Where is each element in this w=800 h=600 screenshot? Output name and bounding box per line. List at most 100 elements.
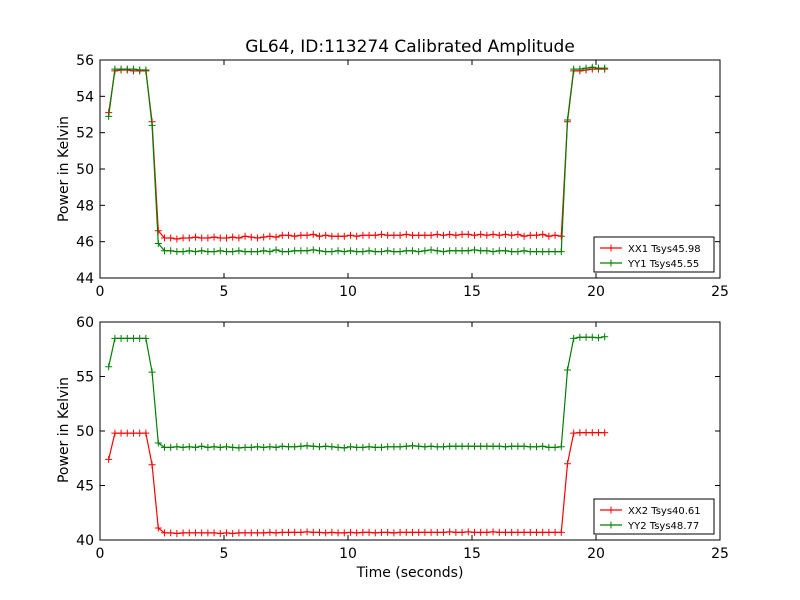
- bottom-data-point: [408, 442, 416, 450]
- top-series-2: [105, 63, 609, 256]
- top-data-point: [421, 247, 429, 255]
- top-data-point: [483, 247, 491, 255]
- bottom-data-point: [408, 528, 416, 536]
- bottom-data-point: [582, 429, 590, 437]
- bottom-data-point: [173, 443, 181, 451]
- bottom-data-point: [601, 429, 609, 437]
- bottom-data-point: [495, 442, 503, 450]
- top-data-point: [198, 234, 206, 242]
- bottom-data-point: [105, 455, 113, 463]
- bottom-data-point: [520, 528, 528, 536]
- bottom-x-tick-label: 10: [339, 546, 357, 562]
- bottom-legend-label: XX2 Tsys40.61: [628, 506, 701, 517]
- top-data-point: [129, 65, 137, 73]
- top-data-point: [222, 248, 230, 256]
- bottom-data-point: [198, 529, 206, 537]
- bottom-data-point: [601, 333, 609, 341]
- top-data-point: [266, 248, 274, 256]
- bottom-data-point: [142, 334, 150, 342]
- top-data-point: [582, 64, 590, 72]
- top-data-point: [545, 232, 553, 240]
- top-data-point: [297, 247, 305, 255]
- bottom-data-point: [439, 528, 447, 536]
- top-data-point: [421, 231, 429, 239]
- top-data-point: [464, 230, 472, 238]
- bottom-data-point: [346, 528, 354, 536]
- top-data-point: [470, 246, 478, 254]
- top-data-point: [526, 248, 534, 256]
- top-data-point: [278, 231, 286, 239]
- bottom-legend-marker: [607, 506, 615, 514]
- top-data-point: [508, 231, 516, 239]
- top-data-point: [105, 112, 113, 120]
- bottom-data-point: [160, 529, 168, 537]
- bottom-data-point: [278, 442, 286, 450]
- top-data-point: [241, 248, 249, 256]
- bottom-data-point: [421, 528, 429, 536]
- bottom-data-point: [340, 529, 348, 537]
- bottom-data-point: [501, 528, 509, 536]
- top-data-point: [148, 121, 156, 129]
- top-data-point: [123, 65, 131, 73]
- bottom-data-point: [142, 429, 150, 437]
- top-data-point: [167, 234, 175, 242]
- top-data-point: [160, 234, 168, 242]
- bottom-data-point: [111, 429, 119, 437]
- top-y-tick-label: 56: [76, 53, 94, 69]
- top-data-point: [247, 233, 255, 241]
- bottom-data-point: [359, 528, 367, 536]
- bottom-data-point: [452, 528, 460, 536]
- bottom-data-point: [123, 429, 131, 437]
- top-data-point: [291, 247, 299, 255]
- top-data-point: [229, 233, 237, 241]
- top-data-point: [557, 248, 565, 256]
- bottom-data-point: [167, 529, 175, 537]
- top-data-point: [489, 230, 497, 238]
- bottom-data-point: [216, 529, 224, 537]
- bottom-data-point: [340, 444, 348, 452]
- bottom-data-point: [229, 529, 237, 537]
- top-data-point: [334, 232, 342, 240]
- bottom-x-tick-label: 20: [587, 546, 605, 562]
- top-data-point: [136, 66, 144, 74]
- top-data-point: [477, 247, 485, 255]
- bottom-data-point: [557, 443, 565, 451]
- bottom-data-point: [551, 443, 559, 451]
- bottom-data-point: [191, 443, 199, 451]
- top-data-point: [191, 248, 199, 256]
- top-data-point: [384, 247, 392, 255]
- bottom-data-point: [433, 528, 441, 536]
- bottom-data-point: [160, 443, 168, 451]
- top-data-point: [532, 231, 540, 239]
- bottom-data-point: [489, 442, 497, 450]
- bottom-data-point: [167, 443, 175, 451]
- chart-title: GL64, ID:113274 Calibrated Amplitude: [245, 37, 575, 57]
- bottom-series-2: [105, 333, 609, 452]
- bottom-data-point: [514, 528, 522, 536]
- top-y-tick-label: 48: [76, 198, 94, 214]
- top-data-point: [353, 232, 361, 240]
- bottom-data-point: [309, 528, 317, 536]
- top-data-point: [346, 231, 354, 239]
- top-data-point: [433, 247, 441, 255]
- bottom-x-tick-label: 15: [463, 546, 481, 562]
- bottom-data-point: [229, 443, 237, 451]
- top-data-point: [551, 231, 559, 239]
- top-data-point: [477, 230, 485, 238]
- top-y-tick-label: 50: [76, 162, 94, 178]
- bottom-data-point: [427, 528, 435, 536]
- x-axis-label: Time (seconds): [356, 565, 464, 581]
- top-data-point: [439, 231, 447, 239]
- bottom-data-point: [446, 442, 454, 450]
- bottom-data-point: [551, 528, 559, 536]
- bottom-data-point: [402, 528, 410, 536]
- bottom-data-point: [439, 443, 447, 451]
- top-x-tick-label: 25: [711, 284, 729, 300]
- bottom-data-point: [458, 528, 466, 536]
- top-data-point: [390, 248, 398, 256]
- bottom-data-point: [384, 528, 392, 536]
- top-data-point: [532, 248, 540, 256]
- bottom-data-point: [253, 443, 261, 451]
- top-x-tick-label: 5: [220, 284, 229, 300]
- top-plot: 0 5 10 15 20 25 44 46 48 50 52 54 56 XX1 Tsys45.98 YY1…: [76, 53, 729, 300]
